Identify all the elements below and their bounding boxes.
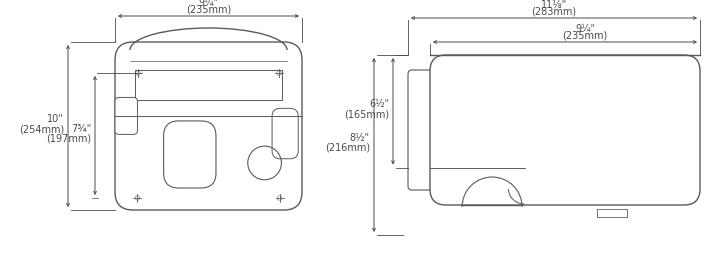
FancyBboxPatch shape (430, 55, 700, 205)
Text: 9¼": 9¼" (575, 24, 595, 34)
FancyBboxPatch shape (163, 121, 216, 188)
Text: (235mm): (235mm) (562, 31, 608, 41)
Text: (254mm): (254mm) (19, 124, 64, 134)
Bar (598, 209, 627, 217)
FancyBboxPatch shape (408, 70, 436, 190)
Text: 10": 10" (48, 114, 64, 124)
FancyBboxPatch shape (115, 98, 138, 134)
FancyBboxPatch shape (115, 42, 302, 210)
Text: (197mm): (197mm) (46, 133, 91, 143)
Text: (283mm): (283mm) (531, 7, 577, 17)
Bar (135, 70, 282, 100)
Text: 9¼": 9¼" (199, 0, 219, 8)
Text: 8½": 8½" (350, 133, 370, 143)
Text: (165mm): (165mm) (344, 109, 389, 119)
Text: 7¾": 7¾" (71, 124, 91, 133)
Text: (216mm): (216mm) (325, 143, 370, 153)
Text: 11⅛": 11⅛" (541, 0, 567, 10)
Text: 6½": 6½" (369, 99, 389, 109)
FancyBboxPatch shape (272, 108, 298, 159)
Text: (235mm): (235mm) (186, 5, 231, 15)
